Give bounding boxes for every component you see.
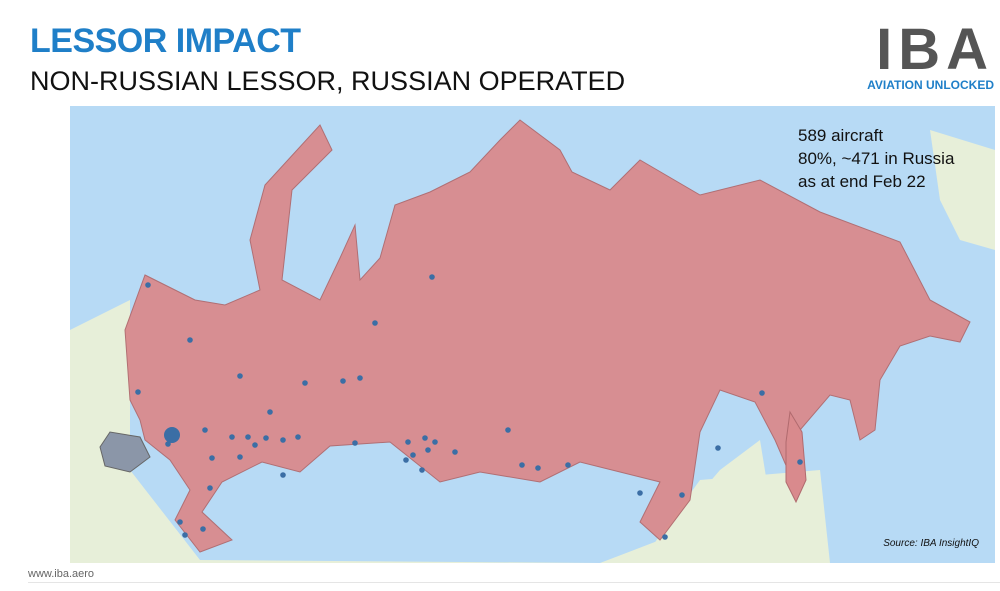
airport-dot	[237, 454, 243, 460]
airport-dot	[263, 435, 269, 441]
airport-dot	[662, 534, 668, 540]
airport-dot	[165, 441, 171, 447]
footer-url[interactable]: www.iba.aero	[28, 568, 95, 580]
airport-dot	[267, 409, 273, 415]
airport-dot	[200, 526, 206, 532]
airport-dot	[429, 274, 435, 280]
stat-line: 80%, ~471 in Russia	[798, 149, 955, 168]
airport-dots	[135, 274, 803, 540]
airport-dot	[425, 447, 431, 453]
airport-dot	[245, 434, 251, 440]
logo-tagline: AVIATION UNLOCKED	[867, 78, 994, 92]
airport-dot	[295, 434, 301, 440]
logo-mark: IBA	[876, 17, 994, 82]
footer-divider	[28, 582, 1000, 583]
airport-dot	[410, 452, 416, 458]
airport-dot	[164, 427, 180, 443]
airport-dot	[302, 380, 308, 386]
airport-dot	[145, 282, 151, 288]
airport-dot	[797, 459, 803, 465]
airport-dot	[637, 490, 643, 496]
airport-dot	[280, 472, 286, 478]
russia-map: 589 aircraft 80%, ~471 in Russia as at e…	[70, 106, 995, 563]
airport-dot	[679, 492, 685, 498]
airport-dot	[280, 437, 286, 443]
airport-dot	[207, 485, 213, 491]
airport-dot	[372, 320, 378, 326]
airport-dot	[352, 440, 358, 446]
airport-dot	[187, 337, 193, 343]
airport-dot	[202, 427, 208, 433]
land-background	[70, 300, 830, 563]
airport-dot	[519, 462, 525, 468]
airport-dot	[759, 390, 765, 396]
airport-dot	[535, 465, 541, 471]
russia-region	[124, 119, 971, 553]
land-far-east	[930, 130, 995, 250]
page-title: LESSOR IMPACT	[30, 22, 301, 60]
airport-dot	[422, 435, 428, 441]
stat-line: 589 aircraft	[798, 126, 884, 145]
airport-dot	[405, 439, 411, 445]
airport-dot	[419, 467, 425, 473]
airport-dot	[715, 445, 721, 451]
airport-dot	[182, 532, 188, 538]
airport-dot	[432, 439, 438, 445]
sakhalin-region	[785, 410, 807, 504]
airport-dot	[229, 434, 235, 440]
map-svg	[70, 119, 995, 563]
stat-line: as at end Feb 22	[798, 172, 926, 191]
airport-dot	[403, 457, 409, 463]
airport-dot	[505, 427, 511, 433]
airport-dot	[357, 375, 363, 381]
belarus-region	[99, 431, 151, 473]
source-note: Source: IBA InsightIQ	[883, 538, 979, 549]
fleet-stats: 589 aircraft 80%, ~471 in Russia as at e…	[798, 124, 954, 193]
page-subtitle: NON-RUSSIAN LESSOR, RUSSIAN OPERATED	[30, 66, 626, 96]
iba-logo: IBA AVIATION UNLOCKED	[867, 17, 994, 93]
airport-dot	[452, 449, 458, 455]
airport-dot	[237, 373, 243, 379]
airport-dot	[340, 378, 346, 384]
airport-dot	[177, 519, 183, 525]
airport-dot	[135, 389, 141, 395]
airport-dot	[209, 455, 215, 461]
airport-dot	[565, 462, 571, 468]
airport-dot	[252, 442, 258, 448]
